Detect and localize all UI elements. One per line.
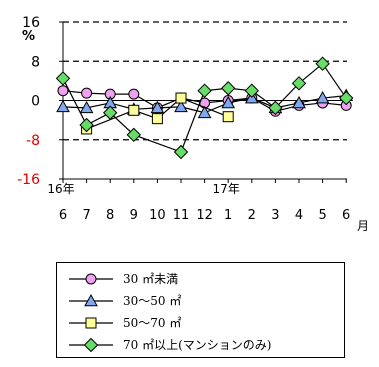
legend-label-1: 30～50 ㎡ — [123, 294, 181, 308]
series-1-point-5 — [174, 99, 188, 113]
series-2-point-5 — [175, 92, 187, 104]
series-group — [55, 56, 354, 160]
legend-label-3: 70 ㎡以上(マンションのみ) — [123, 338, 271, 352]
series-3-point-3 — [126, 127, 142, 143]
x-unit-label: 月 — [357, 219, 369, 233]
series-3 — [55, 56, 354, 160]
legend-marker-3 — [83, 337, 99, 353]
legend-item-0: 30 ㎡未満 — [69, 272, 178, 286]
series-0-point-1 — [81, 87, 93, 99]
series-1-point-4 — [150, 100, 165, 114]
legend: 30 ㎡未満 30～50 ㎡ 50～70 ㎡ 70 ㎡以上(マンションのみ) — [56, 262, 345, 358]
x-tick-label-4: 10 — [149, 208, 166, 223]
series-3-point-5 — [173, 144, 189, 160]
series-3-point-6 — [197, 83, 212, 98]
year-label-7: 17年 — [213, 182, 240, 196]
series-3-point-0 — [55, 71, 71, 86]
y-tick-label-0: 0 — [31, 94, 40, 110]
y-tick-label--8: -8 — [26, 133, 40, 149]
legend-item-2: 50～70 ㎡ — [69, 316, 181, 330]
x-tick-label-3: 9 — [130, 208, 138, 223]
y-tick-label-16: 16 — [22, 15, 40, 31]
series-3-point-9 — [268, 100, 283, 116]
year-label-0: 16年 — [47, 182, 74, 196]
series-2-point-4 — [151, 113, 163, 125]
legend-marker-1 — [84, 293, 98, 307]
series-1-point-11 — [315, 91, 330, 104]
y-tick-label--16: -16 — [17, 172, 40, 188]
series-3-point-8 — [244, 83, 260, 98]
legend-marker-0 — [85, 273, 97, 285]
legend-label-0: 30 ㎡未満 — [123, 272, 178, 286]
x-tick-label-12: 6 — [342, 208, 350, 223]
x-tick-label-6: 12 — [196, 208, 213, 223]
series-3-point-1 — [79, 117, 94, 133]
series-1-point-10 — [292, 95, 306, 109]
y-axis: 16 8 0 -8 -16% — [17, 15, 64, 188]
y-unit-label: % — [22, 29, 35, 44]
x-tick-label-10: 4 — [295, 208, 303, 223]
series-3-point-10 — [291, 76, 307, 91]
legend-item-1: 30～50 ㎡ — [69, 293, 181, 308]
series-2-point-3 — [128, 104, 140, 116]
legend-marker-2 — [85, 317, 97, 329]
series-1-point-7 — [221, 95, 236, 109]
series-1-point-0 — [56, 99, 70, 113]
series-3-point-12 — [338, 90, 354, 106]
x-tick-label-11: 5 — [318, 208, 326, 223]
x-tick-label-8: 2 — [248, 208, 256, 223]
x-tick-label-1: 7 — [82, 208, 90, 223]
series-3-point-7 — [220, 81, 236, 96]
x-tick-label-5: 11 — [173, 208, 190, 223]
y-tick-label-8: 8 — [31, 54, 40, 70]
series-3-point-2 — [102, 105, 118, 120]
legend-label-2: 50～70 ㎡ — [123, 316, 181, 330]
x-tick-label-7: 1 — [224, 208, 232, 223]
x-tick-label-0: 6 — [59, 208, 67, 223]
series-3-point-11 — [315, 56, 330, 71]
series-1-point-1 — [79, 100, 94, 114]
x-tick-label-9: 3 — [271, 208, 279, 223]
series-2-point-7 — [222, 111, 234, 123]
legend-item-3: 70 ㎡以上(マンションのみ) — [69, 337, 271, 353]
series-0-point-3 — [128, 88, 140, 100]
series-1-point-6 — [197, 105, 212, 119]
x-tick-label-2: 8 — [106, 208, 114, 223]
series-0-point-0 — [57, 85, 69, 97]
